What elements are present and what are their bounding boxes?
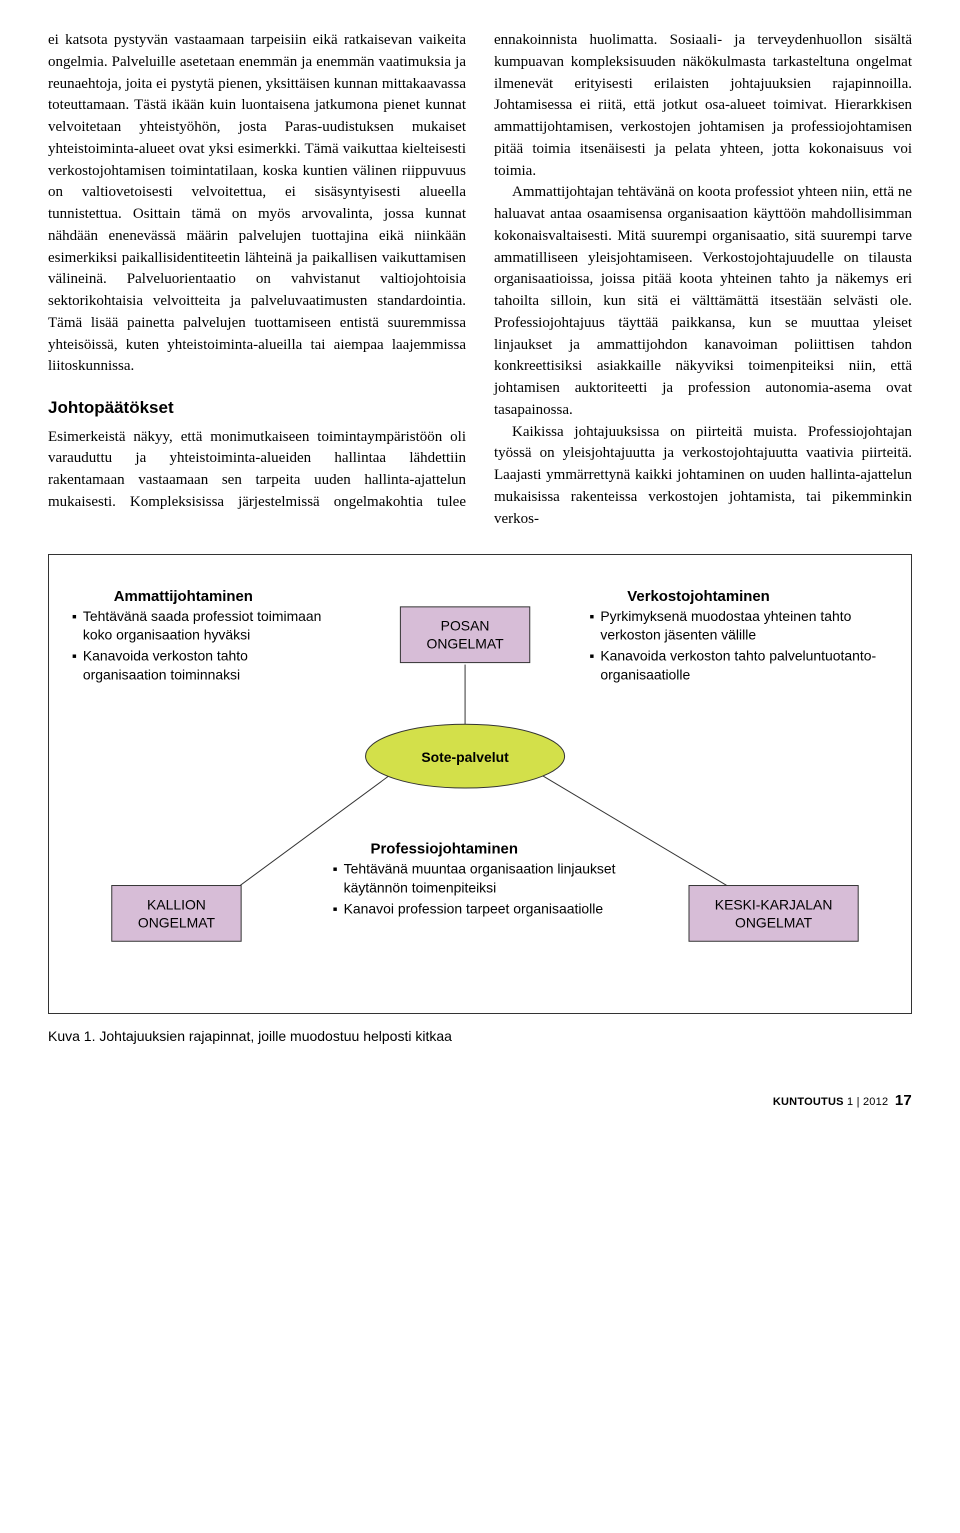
- ammatti-bullets: ▪Tehtävänä saada professiot toimimaan ko…: [72, 607, 331, 726]
- kallion-label-2: ONGELMAT: [138, 915, 216, 931]
- page-footer: KUNTOUTUS 1 | 2012 17: [48, 1092, 912, 1109]
- verkosto-bullets: ▪Pyrkimyksenä muodostaa yhteinen tahto v…: [589, 607, 878, 726]
- page-number: 17: [895, 1092, 912, 1109]
- issue-info: 1 | 2012: [847, 1096, 888, 1108]
- article-body: ei katsota pystyvän vastaamaan tarpeisii…: [48, 30, 912, 530]
- paragraph: Ammattijohtajan tehtävänä on koota profe…: [494, 182, 912, 421]
- posan-label-2: ONGELMAT: [427, 636, 505, 652]
- figure-caption: Kuva 1. Johtajuuksien rajapinnat, joille…: [48, 1028, 912, 1044]
- professio-heading: Professiojohtaminen: [371, 841, 518, 858]
- figure-box: Ammattijohtaminen ▪Tehtävänä saada profe…: [48, 554, 912, 1014]
- paragraph: Kaikissa johtajuuksissa on piirteitä mui…: [494, 422, 912, 531]
- kallion-label-1: KALLION: [147, 897, 206, 913]
- keski-label-2: ONGELMAT: [735, 915, 813, 931]
- professio-bullets: ▪Tehtävänä muuntaa organisaation linjauk…: [333, 860, 661, 950]
- posan-label-1: POSAN: [441, 618, 490, 634]
- journal-name: KUNTOUTUS: [773, 1096, 844, 1108]
- verkosto-heading: Verkostojohtaminen: [627, 588, 769, 605]
- keski-label-1: KESKI-KARJALAN: [715, 897, 833, 913]
- section-heading: Johtopäätökset: [48, 396, 466, 421]
- figure-diagram: Ammattijohtaminen ▪Tehtävänä saada profe…: [71, 577, 889, 995]
- paragraph: ei katsota pystyvän vastaamaan tarpeisii…: [48, 30, 466, 378]
- sote-label: Sote-palvelut: [421, 749, 509, 765]
- ammatti-heading: Ammattijohtaminen: [114, 588, 253, 605]
